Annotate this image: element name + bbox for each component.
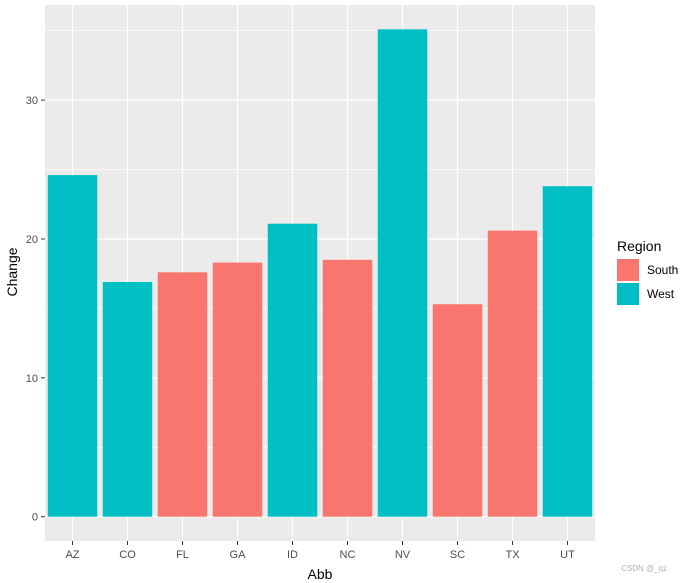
- bar-id: [267, 223, 318, 517]
- x-tick-label: CO: [119, 549, 136, 561]
- legend-title: Region: [617, 238, 661, 254]
- x-tick-label: ID: [287, 549, 298, 561]
- bar-tx: [487, 230, 538, 517]
- y-tick-label: 20: [26, 234, 38, 246]
- y-axis-ticks: 0 10 20 30: [26, 95, 45, 524]
- bar-ut: [542, 186, 593, 517]
- x-tick-label: GA: [230, 549, 247, 561]
- bar-az: [47, 175, 98, 517]
- legend-key-west: [617, 283, 639, 305]
- x-tick-label: SC: [450, 549, 465, 561]
- bar-nc: [322, 259, 373, 517]
- bar-sc: [432, 304, 483, 517]
- x-tick-label: AZ: [65, 549, 79, 561]
- x-axis-title: Abb: [308, 566, 333, 582]
- x-tick-label: NV: [395, 549, 411, 561]
- legend-key-south: [617, 259, 639, 281]
- legend-label-south: South: [647, 263, 678, 277]
- bar-nv: [377, 29, 428, 517]
- x-axis-ticks: AZ CO FL GA ID NC NV SC TX UT: [65, 541, 575, 561]
- bar-fl: [157, 272, 208, 517]
- y-axis-title: Change: [4, 247, 20, 296]
- x-tick-label: TX: [505, 549, 520, 561]
- bar-ga: [212, 262, 263, 517]
- legend-label-west: West: [647, 287, 675, 301]
- x-tick-label: FL: [176, 549, 189, 561]
- bar-co: [102, 282, 153, 517]
- x-tick-label: UT: [560, 549, 575, 561]
- bars: [47, 29, 593, 517]
- y-tick-label: 30: [26, 95, 38, 107]
- y-tick-label: 10: [26, 373, 38, 385]
- x-tick-label: NC: [340, 549, 356, 561]
- y-tick-label: 0: [32, 512, 38, 524]
- watermark: CSDN @_qz: [621, 564, 667, 573]
- legend: Region South West: [617, 238, 678, 305]
